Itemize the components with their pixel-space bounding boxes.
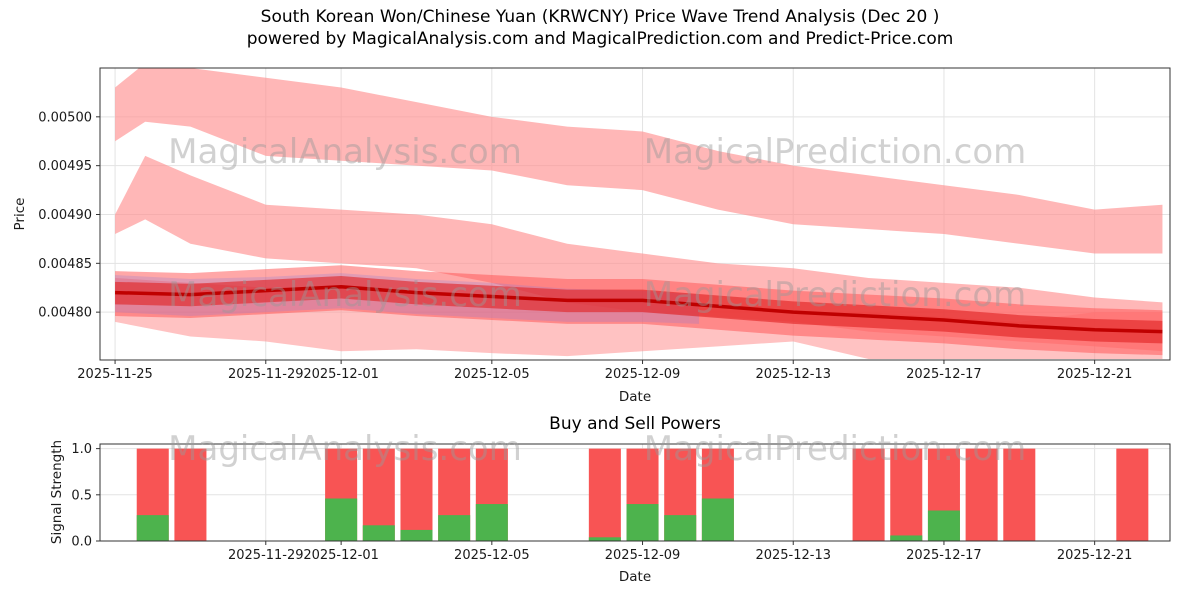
y-tick-label: 1.0 bbox=[71, 442, 92, 457]
y-tick-label: 0.0 bbox=[71, 535, 92, 550]
x-tick-label: 2025-11-29 bbox=[228, 548, 304, 563]
buy-power-bar bbox=[362, 525, 395, 541]
signal-strength-axis-label: Signal Strength bbox=[49, 439, 65, 545]
y-tick-label: 0.00495 bbox=[38, 159, 92, 174]
buy-power-bar bbox=[890, 535, 923, 541]
x-tick-label: 2025-12-01 bbox=[303, 548, 379, 563]
y-tick-label: 0.00500 bbox=[38, 110, 92, 125]
sell-power-bar bbox=[588, 448, 621, 541]
central-inner-band bbox=[115, 276, 1163, 344]
watermark-text: MagicalPrediction.com bbox=[644, 132, 1027, 172]
plot-border bbox=[99, 443, 1171, 542]
buy-power-bar bbox=[664, 515, 697, 541]
x-tick-label: 2025-12-13 bbox=[755, 367, 831, 382]
buy-power-bar bbox=[588, 537, 621, 541]
top-date-axis-label: Date bbox=[618, 389, 652, 405]
watermark-text: MagicalAnalysis.com bbox=[168, 132, 522, 172]
signal-strength-bars bbox=[136, 448, 1149, 541]
bottom-chart-title: Buy and Sell Powers bbox=[549, 414, 721, 434]
x-tick-label: 2025-12-13 bbox=[755, 548, 831, 563]
buy-power-bar bbox=[701, 498, 734, 541]
watermark-text: MagicalAnalysis.com bbox=[168, 429, 522, 469]
buy-power-bar bbox=[927, 510, 960, 541]
buy-power-bar bbox=[400, 529, 433, 541]
figure-title-line1: South Korean Won/Chinese Yuan (KRWCNY) P… bbox=[260, 7, 940, 27]
sell-power-bar bbox=[1116, 448, 1149, 541]
sell-power-bar bbox=[1003, 448, 1036, 541]
watermark-text: MagicalAnalysis.com bbox=[168, 275, 522, 315]
bottom-date-axis-label: Date bbox=[618, 569, 652, 585]
x-tick-label: 2025-11-25 bbox=[77, 367, 153, 382]
buy-power-bar bbox=[325, 498, 358, 541]
center-trend-line bbox=[115, 285, 1163, 334]
watermark-text: MagicalPrediction.com bbox=[644, 429, 1027, 469]
x-tick-label: 2025-12-21 bbox=[1057, 548, 1133, 563]
sell-power-bar bbox=[400, 448, 433, 541]
y-tick-label: 0.00480 bbox=[38, 306, 92, 321]
x-tick-label: 2025-12-01 bbox=[303, 367, 379, 382]
buy-power-bar bbox=[475, 504, 508, 541]
figure-title: South Korean Won/Chinese Yuan (KRWCNY) P… bbox=[0, 6, 1200, 50]
buy-power-bar bbox=[626, 504, 659, 541]
figure-title-line2: powered by MagicalAnalysis.com and Magic… bbox=[246, 29, 954, 49]
buy-power-bar bbox=[438, 515, 471, 541]
watermark-text: MagicalPrediction.com bbox=[644, 275, 1027, 315]
price-wave-bands bbox=[115, 68, 1163, 360]
x-tick-label: 2025-12-09 bbox=[605, 548, 681, 563]
y-tick-label: 0.00490 bbox=[38, 208, 92, 223]
y-tick-label: 0.00485 bbox=[38, 257, 92, 272]
sell-power-bar bbox=[965, 448, 998, 541]
price-axis-label: Price bbox=[12, 197, 28, 231]
y-tick-label: 0.5 bbox=[71, 488, 92, 503]
x-tick-label: 2025-12-05 bbox=[454, 367, 530, 382]
x-tick-label: 2025-12-17 bbox=[906, 548, 982, 563]
x-tick-label: 2025-12-05 bbox=[454, 548, 530, 563]
sell-power-bar bbox=[890, 448, 923, 541]
sell-power-bar bbox=[852, 448, 885, 541]
upper-forecast-band bbox=[115, 68, 1163, 254]
x-tick-label: 2025-11-29 bbox=[228, 367, 304, 382]
x-tick-label: 2025-12-21 bbox=[1057, 367, 1133, 382]
x-tick-label: 2025-12-09 bbox=[605, 367, 681, 382]
buy-power-bar bbox=[136, 515, 169, 541]
sell-power-bar bbox=[174, 448, 207, 541]
x-tick-label: 2025-12-17 bbox=[906, 367, 982, 382]
